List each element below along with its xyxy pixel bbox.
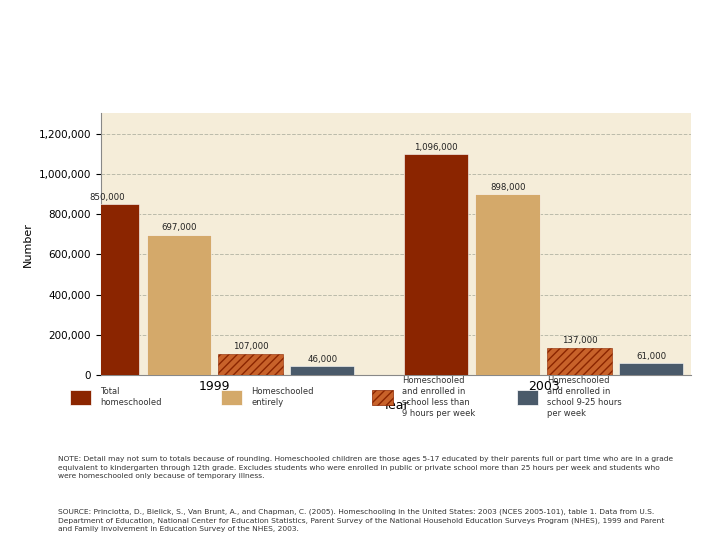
X-axis label: Year: Year bbox=[383, 399, 409, 411]
Bar bbox=[290, 366, 354, 375]
FancyBboxPatch shape bbox=[221, 390, 242, 405]
Text: Homeschooled
and enrolled in
school 9-25 hours
per week: Homeschooled and enrolled in school 9-25… bbox=[547, 376, 622, 418]
Text: 1,096,000: 1,096,000 bbox=[414, 143, 458, 152]
Bar bbox=[75, 204, 140, 375]
Text: 697,000: 697,000 bbox=[161, 224, 197, 232]
Y-axis label: Number: Number bbox=[23, 222, 33, 267]
Bar bbox=[218, 354, 283, 375]
Text: Total
homeschooled: Total homeschooled bbox=[100, 387, 161, 407]
Text: SOURCE: Princiotta, D., Bielick, S., Van Brunt, A., and Chapman, C. (2005). Home: SOURCE: Princiotta, D., Bielick, S., Van… bbox=[58, 509, 664, 532]
Bar bbox=[147, 235, 211, 375]
Text: HOMESCHOOLED STUDENTS: Number and distribution of
school-age children who were h: HOMESCHOOLED STUDENTS: Number and distri… bbox=[148, 34, 572, 84]
Bar bbox=[404, 154, 468, 375]
Text: NOTE: Detail may not sum to totals because of rounding. Homeschooled children ar: NOTE: Detail may not sum to totals becau… bbox=[58, 456, 672, 479]
FancyBboxPatch shape bbox=[372, 390, 393, 405]
FancyBboxPatch shape bbox=[517, 390, 539, 405]
Text: Homeschooled
and enrolled in
school less than
9 hours per week: Homeschooled and enrolled in school less… bbox=[402, 376, 476, 418]
Text: 850,000: 850,000 bbox=[89, 193, 125, 201]
Text: Homeschooled
entirely: Homeschooled entirely bbox=[251, 387, 314, 407]
Bar bbox=[619, 363, 683, 375]
Text: 61,000: 61,000 bbox=[636, 352, 666, 361]
Text: 137,000: 137,000 bbox=[562, 336, 598, 345]
Text: 46,000: 46,000 bbox=[307, 355, 337, 363]
Text: 898,000: 898,000 bbox=[490, 183, 526, 192]
Bar bbox=[547, 348, 612, 375]
FancyBboxPatch shape bbox=[70, 390, 91, 405]
Text: 107,000: 107,000 bbox=[233, 342, 269, 352]
Bar bbox=[475, 194, 540, 375]
